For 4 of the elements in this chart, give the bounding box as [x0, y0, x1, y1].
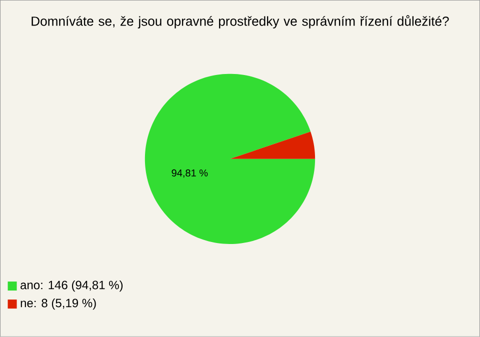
legend-label: ano: 146 (94,81 %)	[20, 280, 123, 292]
data-label: 94,81 %	[172, 169, 208, 178]
chart-title: Domníváte se, že jsou opravné prostředky ve správním řízení důležité?	[32, 15, 449, 28]
legend-label: ne: 8 (5,19 %)	[20, 298, 96, 310]
